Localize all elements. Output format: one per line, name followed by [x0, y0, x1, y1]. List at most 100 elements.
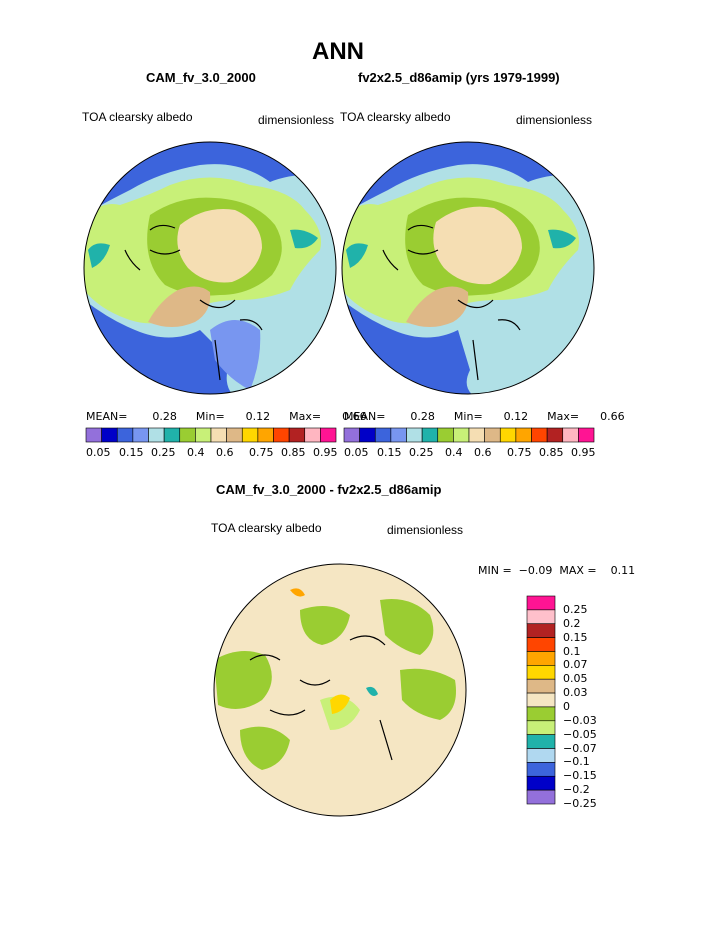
left-min-value: 0.12 [245, 410, 271, 423]
colorbar-swatch [453, 427, 470, 443]
right-mean-label: MEAN= [344, 410, 386, 423]
colorbar-swatch [132, 427, 149, 443]
colorbar-swatch [526, 706, 556, 722]
diff-tick-label: 0 [563, 699, 570, 713]
diff-tick-label: 0.05 [563, 672, 588, 686]
right-stats: MEAN= 0.28 Min= 0.12 Max= 0.66 [344, 410, 625, 423]
diff-tick-label: 0.25 [563, 602, 588, 616]
colorbar-swatch [484, 427, 501, 443]
left-mean-label: MEAN= [86, 410, 128, 423]
diff-field-label: TOA clearsky albedo [211, 521, 322, 535]
left-colorbar [85, 427, 337, 443]
right-tick-label: 0.05 [344, 446, 369, 459]
teal-region [366, 686, 378, 696]
green-region [214, 651, 272, 709]
right-min-label: Min= [453, 410, 483, 423]
diff-colorbar [526, 595, 556, 805]
tan-region [148, 286, 211, 327]
colorbar-swatch [526, 637, 556, 652]
left-tick-label: 0.05 [86, 446, 111, 459]
colorbar-swatch [195, 427, 212, 443]
colorbar-swatch [359, 427, 376, 443]
colorbar-swatch [526, 595, 556, 611]
green-region [400, 668, 456, 720]
colorbar-swatch [163, 427, 181, 443]
colorbar-swatch [390, 427, 407, 443]
coastline [249, 635, 393, 761]
green-region [240, 726, 290, 770]
colorbar-swatch [526, 762, 556, 777]
teal-region [290, 229, 318, 249]
right-tick-label: 0.75 [507, 446, 532, 459]
diff-tick-label: −0.03 [563, 713, 597, 727]
colorbar-swatch [437, 427, 454, 443]
left-map-border [83, 141, 337, 395]
cream-region [433, 206, 522, 285]
diff-tick-label: 0.2 [563, 616, 581, 630]
colorbar-swatch [257, 427, 274, 443]
colorbar-swatch [499, 427, 517, 443]
left-colorbar-ticks: 0.05 0.15 0.25 0.4 0.6 0.75 0.85 0.95 [86, 446, 338, 460]
left-min-label: Min= [195, 410, 225, 423]
teal-region [346, 243, 368, 268]
right-colorbar [343, 427, 595, 443]
left-tick-label: 0.75 [249, 446, 274, 459]
right-mean-value: 0.28 [410, 410, 435, 423]
right-max-value: 0.66 [600, 410, 625, 423]
left-field-label: TOA clearsky albedo [82, 110, 193, 124]
diff-map-border [213, 563, 467, 817]
light-green-region [320, 696, 360, 730]
colorbar-swatch [526, 623, 556, 638]
right-tick-label: 0.4 [445, 446, 463, 459]
colorbar-swatch [526, 734, 556, 749]
colorbar-swatch [526, 665, 556, 680]
left-tick-label: 0.15 [119, 446, 144, 459]
colorbar-swatch [526, 789, 556, 805]
diff-tick-label: −0.2 [563, 783, 590, 797]
diff-tick-label: −0.25 [563, 797, 597, 810]
colorbar-swatch [526, 651, 556, 666]
diff-panel-title: CAM_fv_3.0_2000 - fv2x2.5_d86amip [216, 482, 442, 497]
left-tick-label: 0.6 [216, 446, 234, 459]
right-tick-label: 0.15 [377, 446, 402, 459]
left-stats: MEAN= 0.28 Min= 0.12 Max= 0.66 [86, 410, 367, 423]
colorbar-swatch [343, 427, 360, 443]
green-region [380, 599, 434, 655]
left-panel-title: CAM_fv_3.0_2000 [146, 70, 256, 85]
colorbar-swatch [273, 427, 290, 443]
colorbar-swatch [179, 427, 196, 443]
right-panel-title: fv2x2.5_d86amip (yrs 1979-1999) [358, 70, 560, 85]
diff-tick-label: −0.07 [563, 741, 597, 755]
left-max-label: Max= [289, 410, 322, 423]
colorbar-swatch [101, 427, 118, 443]
diff-tick-label: −0.15 [563, 769, 597, 783]
colorbar-swatch [546, 427, 564, 443]
right-field-label: TOA clearsky albedo [340, 110, 451, 124]
colorbar-swatch [515, 427, 532, 443]
colorbar-swatch [304, 427, 321, 443]
colorbar-swatch [562, 427, 579, 443]
left-units-label: dimensionless [258, 113, 335, 127]
right-tick-label: 0.6 [474, 446, 492, 459]
teal-region [88, 243, 110, 268]
coastline [382, 224, 521, 381]
colorbar-swatch [406, 427, 423, 443]
yellow-region [330, 694, 350, 714]
colorbar-swatch [226, 427, 243, 443]
right-tick-label: 0.85 [539, 446, 564, 459]
colorbar-swatch [210, 427, 227, 443]
right-map-border [341, 141, 595, 395]
colorbar-swatch [85, 427, 102, 443]
right-colorbar-ticks: 0.05 0.15 0.25 0.4 0.6 0.75 0.85 0.95 [344, 446, 596, 460]
orange-region [290, 588, 305, 597]
diff-tick-label: 0.15 [563, 630, 588, 644]
diff-minmax: MIN = −0.09 MAX = 0.11 [478, 564, 636, 577]
right-tick-label: 0.25 [409, 446, 434, 459]
colorbar-swatch [288, 427, 306, 443]
diff-tick-label: −0.05 [563, 727, 597, 741]
left-tick-label: 0.25 [151, 446, 176, 459]
teal-region [548, 229, 576, 249]
left-max-value: 0.66 [342, 410, 367, 423]
right-tick-label: 0.95 [571, 446, 596, 459]
colorbar-swatch [526, 692, 556, 708]
